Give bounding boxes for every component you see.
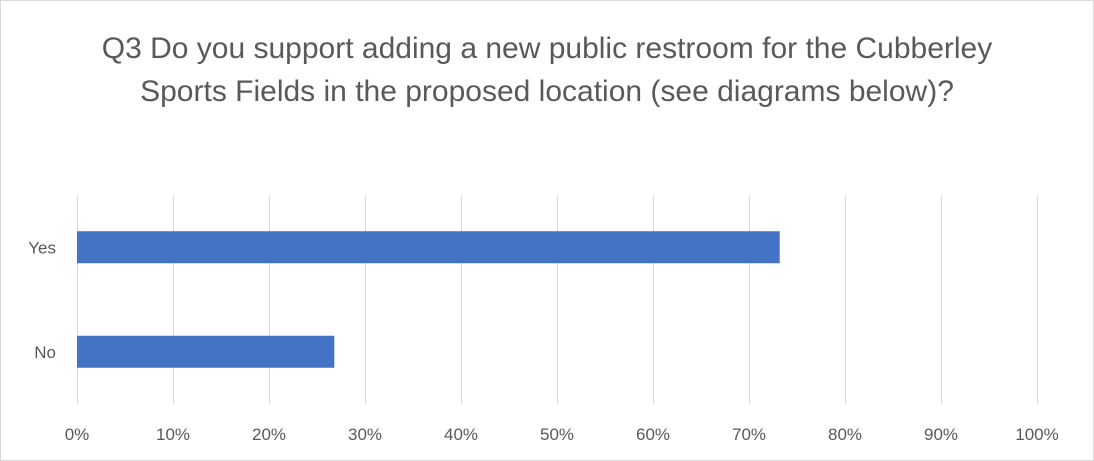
x-tick-label: 70% <box>732 425 766 444</box>
x-tick-label: 100% <box>1015 425 1058 444</box>
gridlines <box>77 195 1038 404</box>
x-tick-label: 0% <box>65 425 90 444</box>
category-label-yes: Yes <box>28 238 56 257</box>
x-tick-label: 30% <box>348 425 382 444</box>
bars <box>77 231 780 368</box>
x-axis-tick-labels: 0% 10% 20% 30% 40% 50% 60% 70% 80% 90% 100% <box>65 425 1059 444</box>
x-tick-label: 10% <box>156 425 190 444</box>
category-labels: Yes No <box>28 238 56 362</box>
x-tick-label: 90% <box>924 425 958 444</box>
x-tick-label: 60% <box>636 425 670 444</box>
x-tick-label: 20% <box>252 425 286 444</box>
category-label-no: No <box>34 343 56 362</box>
x-tick-label: 40% <box>444 425 478 444</box>
x-tick-label: 80% <box>828 425 862 444</box>
bar-yes <box>77 231 780 264</box>
bar-no <box>77 335 335 368</box>
x-tick-label: 50% <box>540 425 574 444</box>
chart-title: Q3 Do you support adding a new public re… <box>101 32 993 108</box>
